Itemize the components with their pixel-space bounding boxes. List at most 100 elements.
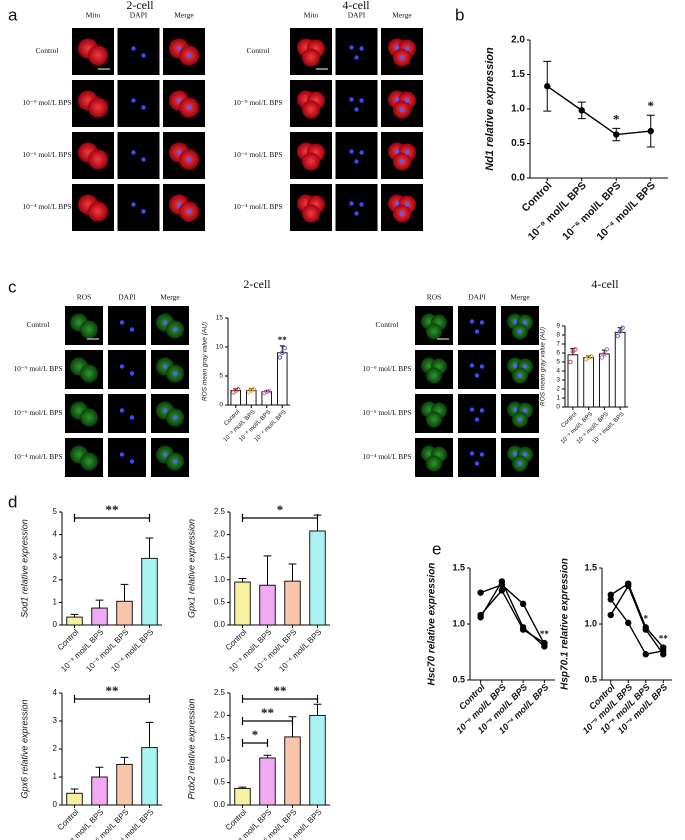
- bar: [599, 353, 610, 408]
- row-label: Control: [376, 320, 399, 329]
- nucleus: [162, 452, 168, 457]
- bar: [614, 331, 626, 408]
- bar: [284, 736, 301, 806]
- nucleus: [512, 319, 518, 324]
- point: [477, 589, 484, 596]
- x-tick-label: 10⁻⁴ mol/L BPS: [594, 180, 657, 243]
- nucleus: [359, 150, 364, 155]
- error-bar: [263, 555, 272, 586]
- y-tick-label: 1.0: [511, 104, 525, 115]
- nucleus: [394, 97, 400, 102]
- nucleus: [517, 461, 523, 466]
- y-tick-label: 3: [53, 716, 58, 725]
- nucleus: [186, 53, 192, 58]
- bar: [116, 763, 133, 806]
- error-bar: [288, 563, 297, 582]
- column-header: Merge: [160, 293, 180, 302]
- error-bar: [120, 756, 129, 765]
- nucleus: [394, 149, 400, 154]
- panel-title: 4-cell: [342, 0, 370, 12]
- point: [625, 582, 632, 590]
- y-tick-label: 0.5: [214, 778, 226, 787]
- replicate-point: [235, 387, 241, 392]
- replicate-point: [602, 351, 607, 357]
- point: [541, 639, 548, 647]
- nucleus: [131, 98, 136, 103]
- micrograph: [335, 28, 378, 75]
- micrograph: [108, 438, 146, 477]
- nucleus: [522, 408, 528, 413]
- x-tick-label: Control: [519, 180, 554, 215]
- bracket: [241, 514, 319, 522]
- cell: [426, 323, 442, 340]
- point: [607, 591, 614, 599]
- significance: *: [613, 111, 620, 126]
- y-tick-label: 0: [556, 404, 560, 411]
- y-axis-label: Prdx2 relative expression: [186, 698, 196, 799]
- y-tick-label: 0: [53, 800, 58, 809]
- nucleus: [522, 452, 528, 457]
- bar: [309, 714, 326, 806]
- micrograph: [117, 28, 160, 75]
- point: [519, 626, 527, 633]
- bar: [259, 584, 276, 626]
- line: [546, 85, 651, 136]
- significance: *: [648, 98, 655, 113]
- bar: [234, 581, 251, 626]
- point: [642, 626, 649, 633]
- micrograph: [458, 438, 496, 477]
- nucleus: [176, 46, 182, 51]
- nucleus: [404, 98, 410, 103]
- line: [480, 589, 545, 644]
- nucleus: [394, 201, 400, 206]
- nucleus: [131, 202, 136, 207]
- point: [544, 83, 551, 90]
- replicate-point: [279, 350, 285, 356]
- significance: **: [106, 502, 119, 517]
- micrograph: [335, 80, 378, 127]
- column-header: Merge: [510, 293, 530, 302]
- nucleus: [129, 371, 135, 376]
- y-tick-label: 0: [53, 620, 58, 629]
- y-tick-label: 1.5: [214, 733, 226, 742]
- error-bar: [313, 703, 322, 716]
- point: [642, 651, 649, 658]
- nucleus: [512, 407, 518, 412]
- nucleus: [354, 55, 359, 60]
- y-tick-label: 2.0: [214, 711, 226, 720]
- cell: [88, 149, 108, 170]
- nucleus: [176, 150, 182, 155]
- y-tick-label: 0.5: [452, 674, 465, 684]
- micrograph: [335, 184, 378, 231]
- y-tick-label: 2.5: [214, 507, 226, 516]
- y-tick-label: 1: [53, 598, 58, 607]
- row-label: 10⁻⁹ mol/L BPS: [22, 98, 71, 107]
- row-label: 10⁻⁴ mol/L BPS: [233, 202, 282, 211]
- row-label: 10⁻⁴ mol/L BPS: [362, 452, 411, 461]
- panel-label: b: [455, 5, 464, 24]
- error-bar: [263, 754, 272, 758]
- micrograph: [117, 184, 160, 231]
- nucleus: [129, 459, 135, 464]
- panel-label: e: [432, 539, 441, 558]
- point: [498, 578, 506, 585]
- nucleus: [131, 150, 136, 155]
- point: [519, 600, 527, 608]
- row-label: 10⁻⁴ mol/L BPS: [13, 452, 62, 461]
- column-header: DAPI: [468, 293, 486, 302]
- point: [625, 619, 632, 627]
- line: [610, 584, 664, 655]
- nucleus: [349, 149, 354, 154]
- y-tick-label: 1.5: [511, 69, 525, 80]
- column-header: ROS: [77, 293, 92, 302]
- nucleus: [172, 371, 178, 376]
- column-header: Mito: [86, 11, 101, 20]
- error-bar: [95, 766, 104, 777]
- replicate-point: [251, 387, 256, 392]
- y-axis-label: Nd1 relative expression: [484, 47, 496, 171]
- nucleus: [469, 451, 475, 456]
- nucleus: [359, 46, 364, 51]
- line: [480, 583, 545, 645]
- nucleus: [469, 407, 475, 412]
